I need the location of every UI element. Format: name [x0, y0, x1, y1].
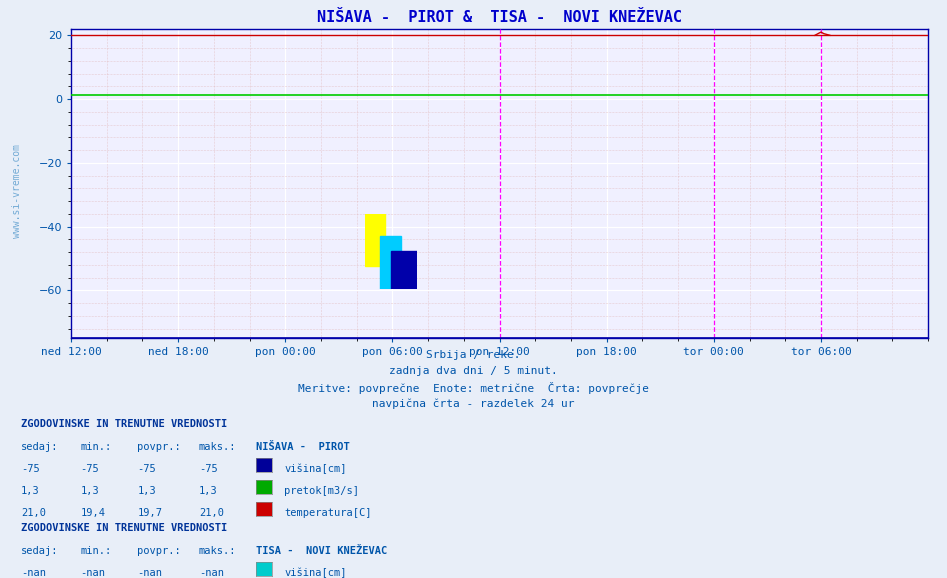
Text: 1,3: 1,3 — [80, 486, 99, 496]
Bar — [391, 251, 417, 289]
Text: -75: -75 — [199, 464, 218, 474]
Text: TISA -  NOVI KNEŽEVAC: TISA - NOVI KNEŽEVAC — [256, 546, 387, 556]
Text: 1,3: 1,3 — [199, 486, 218, 496]
Text: zadnja dva dni / 5 minut.: zadnja dva dni / 5 minut. — [389, 366, 558, 376]
Text: -nan: -nan — [21, 568, 45, 578]
Text: temperatura[C]: temperatura[C] — [284, 508, 371, 518]
Text: ZGODOVINSKE IN TRENUTNE VREDNOSTI: ZGODOVINSKE IN TRENUTNE VREDNOSTI — [21, 523, 227, 533]
Text: min.:: min.: — [80, 546, 112, 556]
Text: višina[cm]: višina[cm] — [284, 464, 347, 475]
Title: NIŠAVA -  PIROT &  TISA -  NOVI KNEŽEVAC: NIŠAVA - PIROT & TISA - NOVI KNEŽEVAC — [317, 10, 682, 25]
Text: povpr.:: povpr.: — [137, 442, 181, 452]
Text: -nan: -nan — [80, 568, 105, 578]
Text: -75: -75 — [137, 464, 156, 474]
Text: 1,3: 1,3 — [137, 486, 156, 496]
Bar — [365, 214, 385, 266]
Text: Srbija / reke.: Srbija / reke. — [426, 350, 521, 360]
Text: www.si-vreme.com: www.si-vreme.com — [12, 144, 22, 238]
Text: -75: -75 — [21, 464, 40, 474]
Text: 19,7: 19,7 — [137, 508, 162, 518]
Text: višina[cm]: višina[cm] — [284, 568, 347, 578]
Text: maks.:: maks.: — [199, 546, 237, 556]
Text: 1,3: 1,3 — [21, 486, 40, 496]
Text: ZGODOVINSKE IN TRENUTNE VREDNOSTI: ZGODOVINSKE IN TRENUTNE VREDNOSTI — [21, 419, 227, 429]
Text: sedaj:: sedaj: — [21, 546, 59, 556]
Text: 21,0: 21,0 — [199, 508, 223, 518]
Text: 19,4: 19,4 — [80, 508, 105, 518]
Text: pretok[m3/s]: pretok[m3/s] — [284, 486, 359, 496]
Text: min.:: min.: — [80, 442, 112, 452]
Text: navpična črta - razdelek 24 ur: navpična črta - razdelek 24 ur — [372, 398, 575, 409]
Text: 21,0: 21,0 — [21, 508, 45, 518]
Text: -nan: -nan — [137, 568, 162, 578]
Text: -nan: -nan — [199, 568, 223, 578]
Text: -75: -75 — [80, 464, 99, 474]
Text: sedaj:: sedaj: — [21, 442, 59, 452]
Text: povpr.:: povpr.: — [137, 546, 181, 556]
Text: maks.:: maks.: — [199, 442, 237, 452]
Text: Meritve: povprečne  Enote: metrične  Črta: povprečje: Meritve: povprečne Enote: metrične Črta:… — [298, 382, 649, 394]
Text: NIŠAVA -  PIROT: NIŠAVA - PIROT — [256, 442, 349, 452]
Bar — [380, 236, 402, 289]
